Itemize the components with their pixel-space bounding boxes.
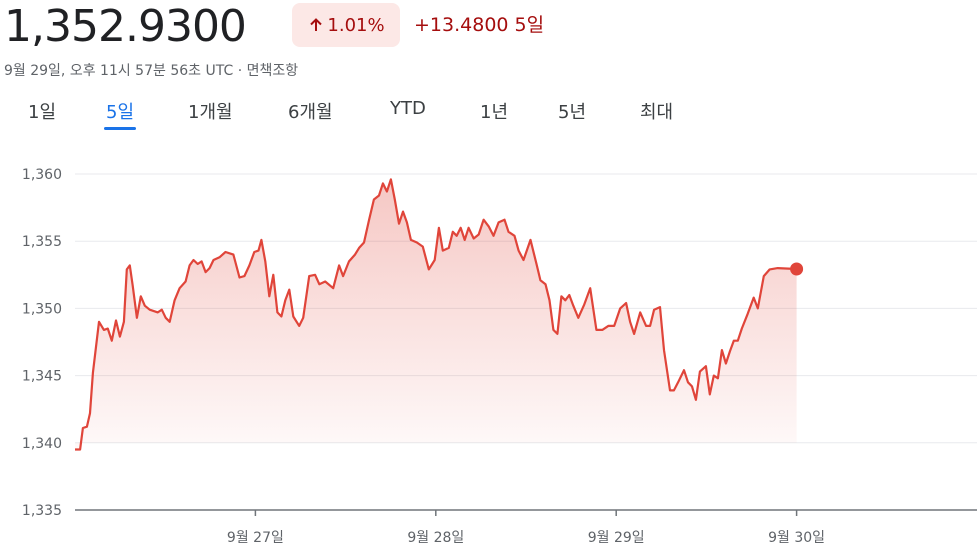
y-tick-label: 1,360 [22,167,62,183]
range-tab[interactable]: 1년 [480,102,509,123]
range-tab[interactable]: 5일 [106,102,135,123]
x-tick-label: 9월 29일 [588,530,645,546]
x-tick-label: 9월 28일 [407,530,464,546]
y-tick-label: 1,355 [22,234,62,250]
separator: · [237,63,243,79]
x-tick-label: 9월 30일 [768,530,825,546]
up-arrow-icon [310,18,323,31]
range-tab[interactable]: 5년 [558,102,587,123]
disclaimer-link[interactable]: 면책조항 [246,63,299,79]
y-tick-label: 1,345 [22,369,62,385]
range-tab[interactable]: 1개월 [188,102,233,123]
range-tab[interactable]: 1일 [28,102,57,123]
timestamp: 9월 29일, 오후 11시 57분 56초 UTC [4,63,234,79]
change-value: +13.4800 [414,14,509,36]
change-percent: 1.01% [327,14,385,36]
last-point [790,262,804,276]
period: 5일 [514,14,545,36]
y-tick-label: 1,340 [22,436,62,452]
range-tab[interactable]: 최대 [640,102,674,123]
x-tick-label: 9월 27일 [227,530,284,546]
price-line [75,178,797,451]
range-tab[interactable]: YTD [390,98,426,119]
meta-line: 9월 29일, 오후 11시 57분 56초 UTC · 면책조항 [4,60,298,80]
y-tick-label: 1,335 [22,503,62,519]
selected-underline [104,127,136,130]
y-tick-label: 1,350 [22,301,62,317]
line-area [75,179,797,450]
change-badge: 1.01% [292,3,400,47]
range-tab[interactable]: 6개월 [288,102,333,123]
price: 1,352.9300 [4,1,247,52]
change-line: +13.4800 5일 [414,10,544,37]
range-tabs: 1일 5일 1개월 6개월 YTD 1년 5년 최대 [0,98,720,134]
